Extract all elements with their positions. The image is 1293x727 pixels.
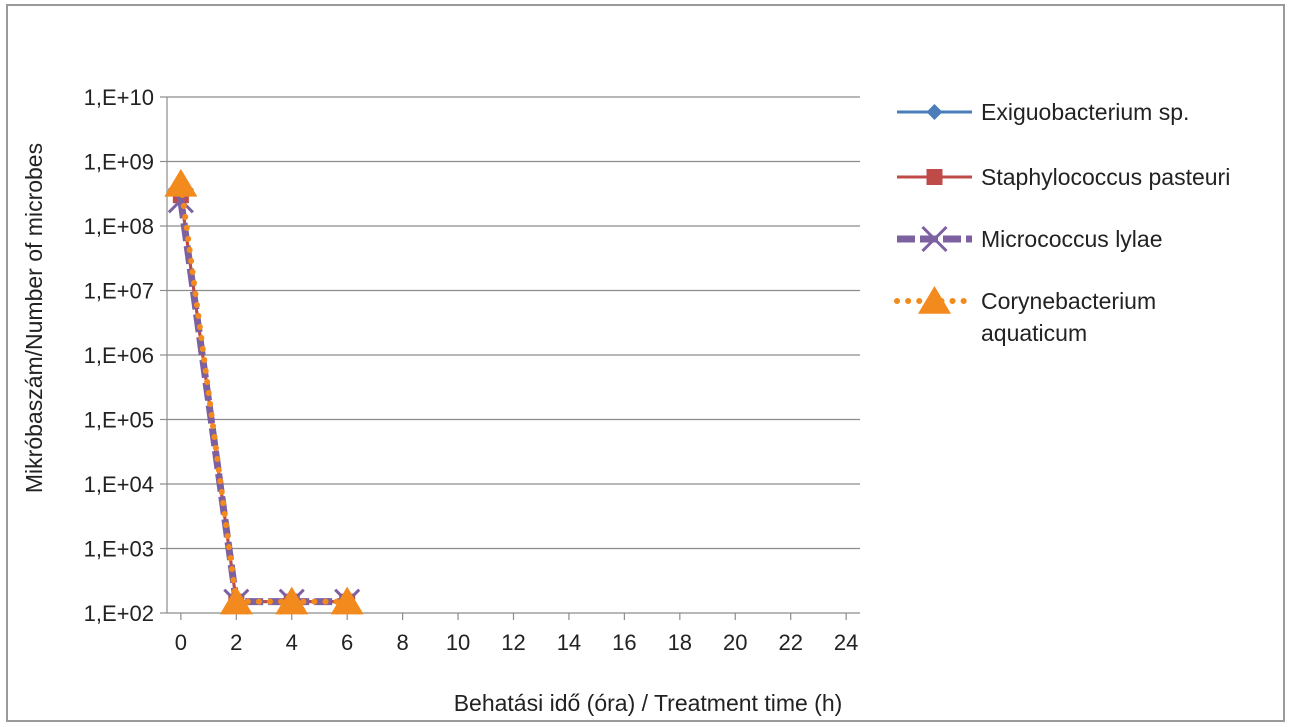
y-axis-label: Mikróbaszám/Number of microbes [21, 143, 47, 493]
y-tick-label: 1,E+04 [84, 472, 154, 497]
x-tick-label: 20 [723, 630, 747, 655]
series-line [177, 180, 351, 605]
y-tick-label: 1,E+02 [84, 601, 154, 626]
y-tick-label: 1,E+07 [84, 279, 154, 304]
legend-marker [918, 286, 951, 314]
y-tick-label: 1,E+05 [84, 408, 154, 433]
legend: Exiguobacterium sp. Staphylococcus pasteu… [894, 99, 1230, 346]
y-tick-labels: 1,E+02 1,E+03 1,E+04 1,E+05 1,E+06 1,E+07 1,E+… [84, 85, 154, 626]
legend-item: Staphylococcus pasteuri [897, 164, 1230, 190]
y-tick-label: 1,E+10 [84, 85, 154, 110]
x-tick-label: 10 [446, 630, 470, 655]
legend-item: Exiguobacterium sp. [897, 99, 1189, 125]
x-tick-labels: 0 2 4 6 8 10 12 14 16 18 20 22 24 [175, 630, 859, 655]
legend-label: Micrococcus lylae [981, 226, 1163, 252]
x-tick-label: 24 [834, 630, 858, 655]
legend-label: Corynebacterium aquaticum [981, 288, 1156, 346]
series-group [164, 168, 364, 615]
y-tick-label: 1,E+03 [84, 537, 154, 562]
legend-item: Micrococcus lylae [897, 225, 1163, 253]
series-1 [172, 187, 356, 610]
data-point [275, 586, 309, 615]
x-axis-label: Behatási idő (óra) / Treatment time (h) [454, 690, 843, 716]
x-tick-label: 14 [557, 630, 581, 655]
x-tick-label: 4 [286, 630, 298, 655]
x-tick-label: 22 [778, 630, 802, 655]
series-line [177, 199, 348, 606]
x-tick-label: 12 [501, 630, 525, 655]
legend-label: Staphylococcus pasteuri [981, 164, 1230, 190]
data-point [164, 168, 198, 197]
gridlines [160, 96, 860, 620]
y-tick-label: 1,E+09 [84, 150, 154, 175]
x-tick-label: 8 [396, 630, 408, 655]
x-tick-label: 16 [612, 630, 636, 655]
series-3 [164, 168, 364, 615]
legend-label: Exiguobacterium sp. [981, 99, 1189, 125]
series-2 [167, 187, 361, 615]
y-tick-label: 1,E+06 [84, 343, 154, 368]
x-tick-label: 2 [230, 630, 242, 655]
legend-item: Corynebacterium aquaticum [894, 286, 1156, 346]
y-tick-label: 1,E+08 [84, 214, 154, 239]
chart-frame [6, 4, 1285, 722]
series-0 [172, 187, 356, 610]
x-tick-label: 6 [341, 630, 353, 655]
legend-marker [926, 104, 943, 120]
x-tick-label: 18 [668, 630, 692, 655]
legend-marker [926, 169, 943, 185]
legend-marker [921, 225, 948, 253]
data-point [219, 586, 253, 615]
data-point [330, 586, 364, 615]
x-tick-label: 0 [175, 630, 187, 655]
